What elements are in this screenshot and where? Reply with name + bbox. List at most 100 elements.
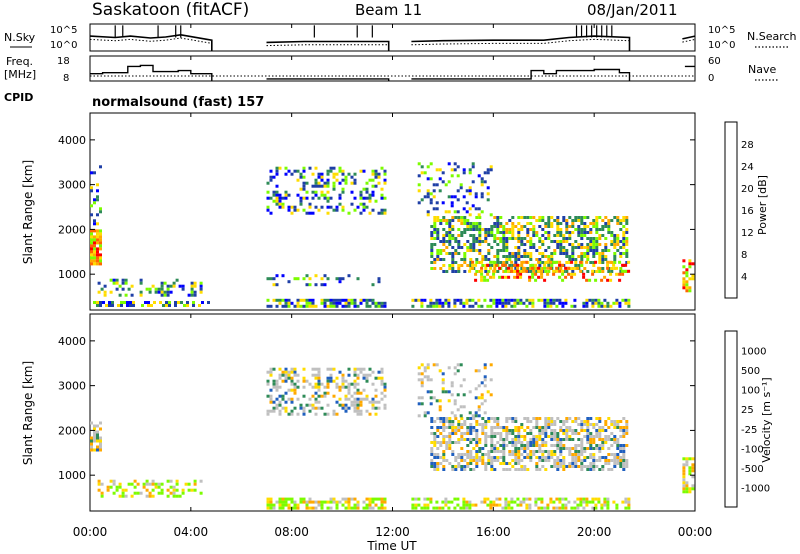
range-gate-cell bbox=[314, 385, 318, 389]
range-gate-cell bbox=[502, 453, 506, 456]
range-gate-cell bbox=[305, 500, 309, 504]
range-gate-cell bbox=[335, 178, 339, 182]
range-gate-cell bbox=[525, 503, 529, 507]
range-gate-cell bbox=[460, 423, 464, 426]
range-gate-cell bbox=[133, 485, 137, 489]
range-gate-cell bbox=[341, 406, 345, 410]
range-gate-cell bbox=[559, 429, 563, 432]
range-gate-cell bbox=[293, 382, 297, 386]
x-tick-label: 16:00 bbox=[476, 525, 511, 539]
range-gate-cell bbox=[420, 298, 424, 302]
range-gate-cell bbox=[604, 423, 608, 426]
range-gate-cell bbox=[682, 481, 686, 485]
range-gate-cell bbox=[619, 426, 623, 429]
range-gate-cell bbox=[444, 183, 448, 187]
range-gate-cell bbox=[350, 298, 354, 302]
range-gate-cell bbox=[505, 258, 509, 261]
range-gate-cell bbox=[353, 506, 357, 510]
range-gate-cell bbox=[496, 222, 500, 225]
range-gate-cell bbox=[453, 304, 457, 308]
range-gate-cell bbox=[466, 465, 470, 468]
range-gate-cell bbox=[559, 249, 563, 252]
range-gate-cell bbox=[383, 385, 387, 389]
range-gate-cell bbox=[559, 228, 563, 231]
range-gate-cell bbox=[374, 172, 378, 176]
range-gate-cell bbox=[532, 246, 536, 249]
range-gate-cell bbox=[436, 234, 440, 237]
range-gate-cell bbox=[278, 497, 282, 501]
range-gate-cell bbox=[326, 196, 330, 200]
range-gate-cell bbox=[181, 488, 185, 492]
range-gate-cell bbox=[453, 402, 457, 406]
range-gate-cell bbox=[474, 503, 478, 507]
range-gate-cell bbox=[454, 459, 458, 462]
range-gate-cell bbox=[576, 266, 580, 270]
range-gate-cell bbox=[516, 298, 520, 302]
range-gate-cell bbox=[553, 240, 557, 243]
range-gate-cell bbox=[523, 429, 527, 432]
range-gate-cell bbox=[420, 384, 424, 388]
range-gate-cell bbox=[603, 298, 607, 302]
range-gate-cell bbox=[448, 219, 452, 222]
range-gate-cell bbox=[519, 298, 523, 302]
range-gate-cell bbox=[433, 441, 437, 444]
range-gate-cell bbox=[436, 255, 440, 258]
range-gate-cell bbox=[558, 301, 562, 305]
range-gate-cell bbox=[603, 500, 607, 504]
range-gate-cell bbox=[172, 491, 176, 495]
range-gate-cell bbox=[435, 207, 439, 211]
range-gate-cell bbox=[613, 240, 617, 243]
range-gate-cell bbox=[323, 391, 327, 395]
range-gate-cell bbox=[90, 189, 93, 193]
range-gate-cell bbox=[142, 482, 146, 486]
range-gate-cell bbox=[448, 228, 452, 231]
range-gate-cell bbox=[598, 426, 602, 429]
range-gate-cell bbox=[571, 429, 575, 432]
range-gate-cell bbox=[462, 405, 466, 409]
range-gate-cell bbox=[586, 426, 590, 429]
range-gate-cell bbox=[565, 237, 569, 240]
range-gate-cell bbox=[377, 376, 381, 380]
range-gate-cell bbox=[335, 382, 339, 386]
range-gate-cell bbox=[462, 195, 466, 199]
range-gate-cell bbox=[531, 298, 535, 302]
range-gate-cell bbox=[463, 453, 467, 456]
range-gate-cell bbox=[463, 438, 467, 441]
range-gate-cell bbox=[685, 283, 689, 287]
range-gate-cell bbox=[284, 370, 288, 374]
range-gate-cell bbox=[558, 500, 562, 504]
range-gate-cell bbox=[589, 423, 593, 426]
range-gate-cell bbox=[90, 439, 93, 443]
range-gate-cell bbox=[442, 234, 446, 237]
range-gate-cell bbox=[619, 456, 623, 459]
range-gate-cell bbox=[610, 453, 614, 456]
range-gate-cell bbox=[558, 275, 562, 279]
range-gate-cell bbox=[344, 298, 348, 302]
range-gate-cell bbox=[287, 506, 291, 510]
range-gate-cell bbox=[505, 243, 509, 246]
range-gate-cell bbox=[475, 237, 479, 240]
range-gate-cell bbox=[577, 243, 581, 246]
range-gate-cell bbox=[535, 456, 539, 459]
range-gate-cell bbox=[356, 409, 360, 413]
range-gate-cell bbox=[490, 459, 494, 462]
range-gate-cell bbox=[442, 450, 446, 453]
range-gate-cell bbox=[475, 444, 479, 447]
range-gate-cell bbox=[460, 438, 464, 441]
range-gate-cell bbox=[429, 497, 433, 501]
range-gate-cell bbox=[613, 423, 617, 426]
range-gate-cell bbox=[466, 219, 470, 222]
range-gate-cell bbox=[451, 420, 455, 423]
range-gate-cell bbox=[299, 196, 303, 200]
range-gate-cell bbox=[323, 385, 327, 389]
range-gate-cell bbox=[380, 376, 384, 380]
range-gate-cell bbox=[266, 205, 270, 209]
range-gate-cell bbox=[459, 183, 463, 187]
range-gate-cell bbox=[583, 435, 587, 438]
range-gate-cell bbox=[559, 243, 563, 246]
range-gate-cell bbox=[426, 366, 430, 370]
range-gate-cell bbox=[520, 267, 524, 270]
range-gate-cell bbox=[577, 417, 581, 420]
range-gate-cell bbox=[441, 387, 445, 391]
range-gate-cell bbox=[589, 438, 593, 441]
